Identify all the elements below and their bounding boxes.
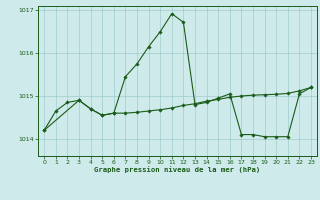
X-axis label: Graphe pression niveau de la mer (hPa): Graphe pression niveau de la mer (hPa) <box>94 167 261 173</box>
